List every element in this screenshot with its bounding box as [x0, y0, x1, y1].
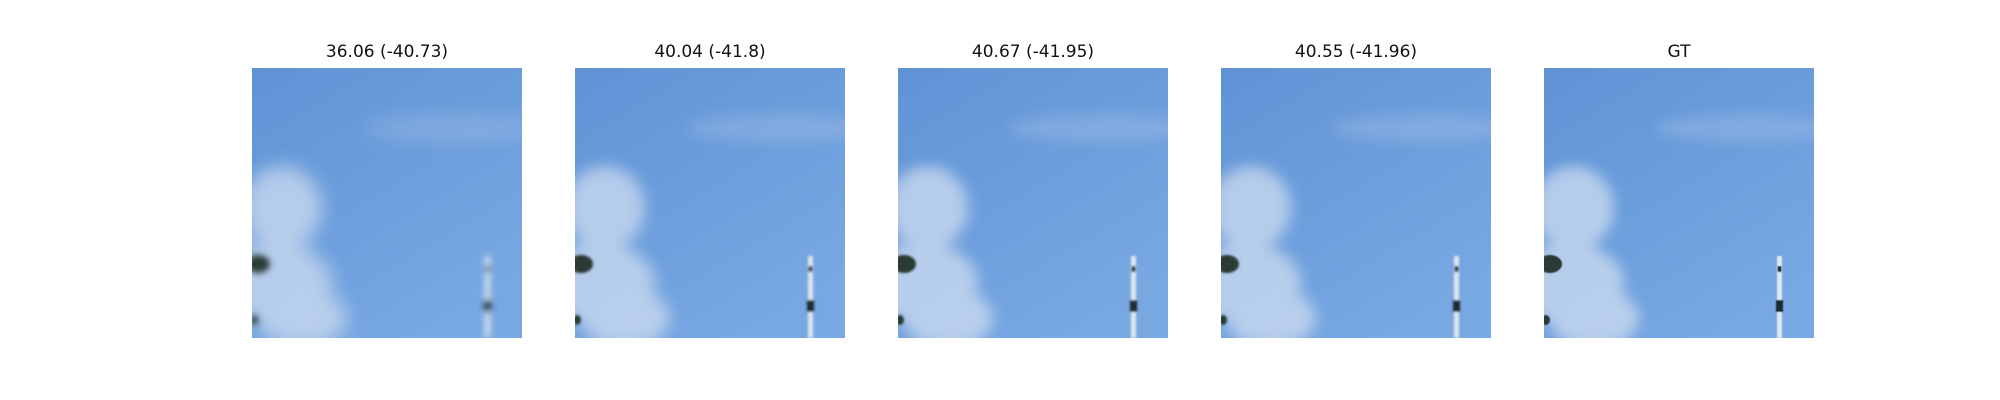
antenna-mast: [1454, 256, 1459, 338]
tree-foliage: [252, 255, 270, 273]
foreground-objects: [1544, 255, 1783, 338]
cloud-wisps: [898, 114, 1168, 338]
cloud-wisps: [1544, 114, 1814, 338]
antenna-mast: [1131, 256, 1136, 338]
sky-image: [898, 68, 1168, 338]
tree-foliage: [898, 255, 916, 273]
tree-foliage: [1544, 255, 1562, 273]
antenna-mast: [808, 256, 813, 338]
cloud-wisps: [1221, 114, 1491, 338]
foreground-objects: [252, 255, 491, 338]
panel-title: 40.67 (-41.95): [971, 42, 1095, 62]
panel-title: 40.04 (-41.8): [654, 42, 766, 62]
foreground-objects: [1221, 255, 1460, 338]
foreground-objects: [575, 255, 814, 338]
panel-title: 40.55 (-41.96): [1294, 42, 1418, 62]
sky-image: [252, 68, 522, 338]
tree-foliage: [575, 255, 593, 273]
panel-title: GT: [1667, 42, 1691, 62]
panel-title: 36.06 (-40.73): [325, 42, 449, 62]
antenna-mast: [1777, 256, 1782, 338]
foreground-objects: [898, 255, 1137, 338]
cloud-wisps: [575, 114, 845, 338]
sky-image: [575, 68, 845, 338]
tree-foliage: [1221, 255, 1239, 273]
sky-image: [1221, 68, 1491, 338]
cloud-wisps: [252, 114, 522, 338]
sky-image: [1544, 68, 1814, 338]
antenna-mast: [485, 256, 490, 338]
